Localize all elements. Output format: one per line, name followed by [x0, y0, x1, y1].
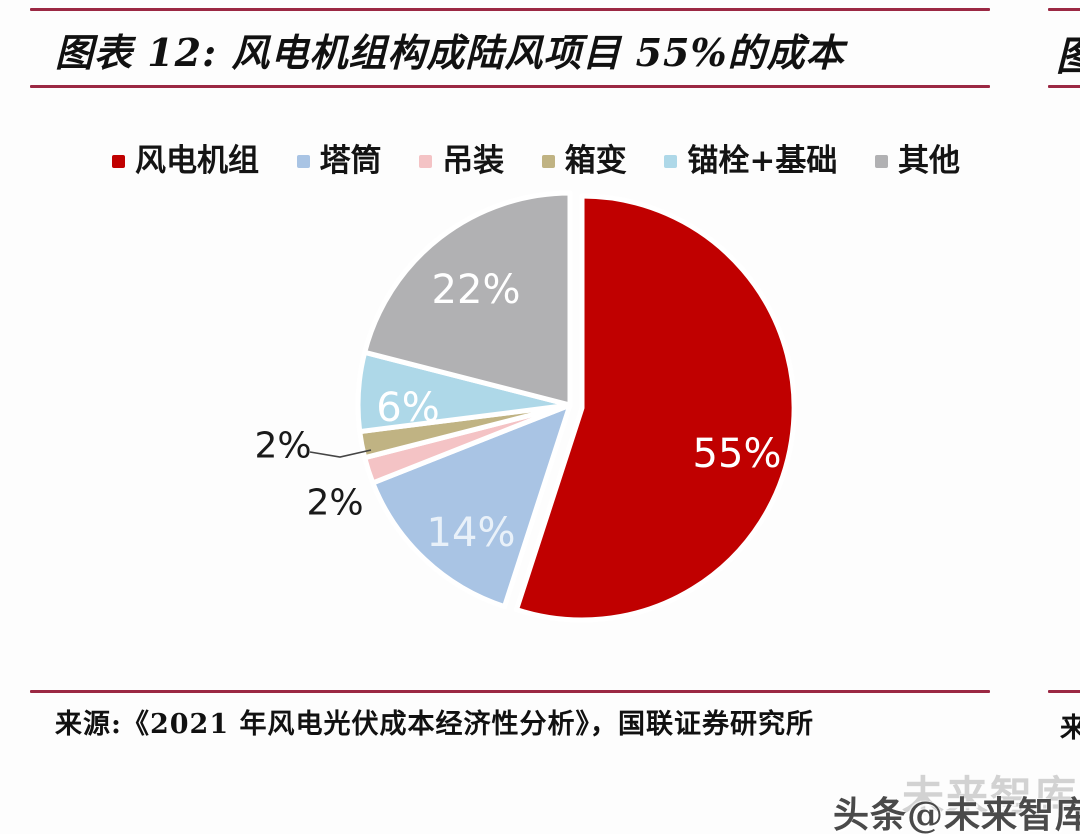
pie-label-anchor-foundation: 6% — [376, 385, 439, 431]
watermark-text: 头条@未来智库 — [833, 794, 1080, 834]
legend-swatch-other — [874, 154, 888, 168]
source-note: 来源:《2021 年风电光伏成本经济性分析》，国联证券研究所 — [55, 709, 815, 740]
pie-label-tower: 14% — [427, 510, 516, 556]
label-leader-line — [309, 449, 372, 458]
pie-slice-other — [362, 190, 573, 408]
legend-item-other: 其他 — [874, 142, 960, 179]
pie-label-hoisting: 2% — [306, 483, 363, 524]
adjacent-column-title-fragment: 图 — [1056, 24, 1080, 82]
pie-label-other: 22% — [432, 267, 521, 313]
top-rule — [30, 8, 990, 11]
title-underline-rule — [30, 85, 990, 88]
title-underline-rule-adjacent — [1048, 85, 1080, 88]
adjacent-column-source-fragment: 来 — [1060, 713, 1080, 744]
legend-swatch-hoisting — [419, 154, 433, 168]
pie-chart: 55% 14% 2% 2% 6% 22% — [254, 190, 797, 623]
top-rule-adjacent-column — [1048, 8, 1080, 11]
legend-label: 塔筒 — [319, 142, 382, 179]
legend-swatch-tower — [296, 154, 310, 168]
figure-title: 图表 12: 风电机组构成陆风项目 55%的成本 — [55, 30, 845, 75]
legend-item-anchor-foundation: 锚栓+基础 — [664, 142, 838, 179]
legend-label: 吊装 — [442, 142, 505, 179]
chart-legend: 风电机组 塔筒 吊装 箱变 锚栓+基础 其他 — [112, 140, 960, 182]
pie-slice-tower — [370, 402, 573, 610]
legend-label: 风电机组 — [135, 142, 259, 179]
pie-label-wind-turbine: 55% — [693, 431, 782, 477]
legend-item-box-transformer: 箱变 — [541, 142, 627, 179]
legend-item-wind-turbine: 风电机组 — [112, 142, 259, 179]
footer-rule-adjacent — [1048, 690, 1080, 693]
pie-slice-wind-turbine — [514, 193, 797, 623]
legend-label: 锚栓+基础 — [687, 142, 838, 179]
watermark-ghost-text: 未来智库 — [902, 772, 1079, 821]
legend-swatch-anchor-foundation — [664, 154, 678, 168]
pie-label-box-transformer: 2% — [254, 426, 311, 467]
legend-label: 箱变 — [564, 142, 627, 179]
legend-swatch-box-transformer — [541, 154, 555, 168]
legend-item-tower: 塔筒 — [296, 142, 382, 179]
legend-label: 其他 — [897, 142, 960, 179]
legend-item-hoisting: 吊装 — [419, 142, 505, 179]
legend-swatch-wind-turbine — [112, 154, 125, 168]
footer-rule — [30, 690, 990, 693]
